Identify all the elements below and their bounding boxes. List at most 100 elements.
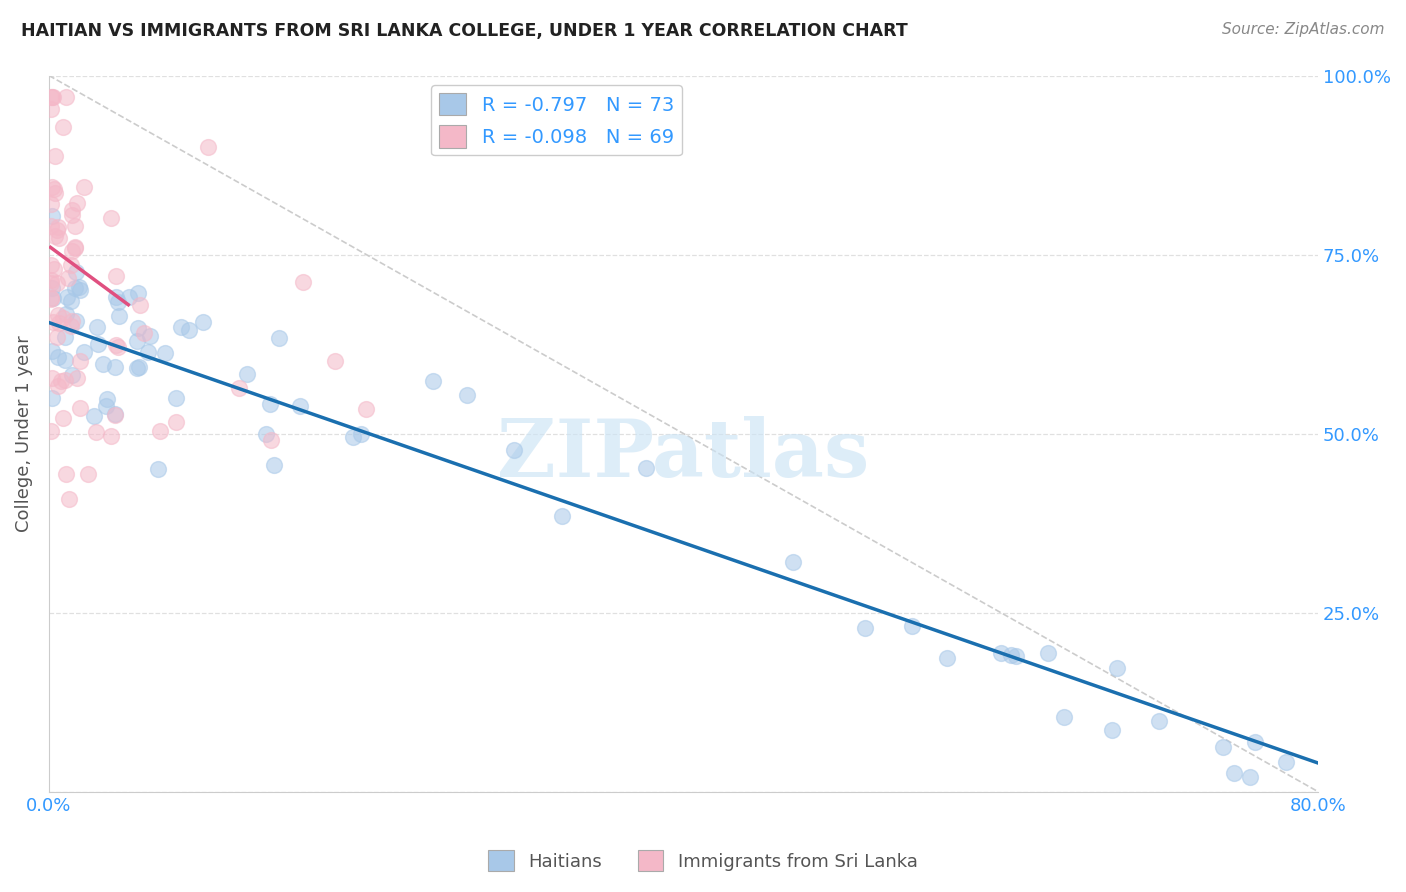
Point: [60, 202, 83, 217]
Point: [39, 90, 62, 104]
Point: [69, 284, 91, 298]
Point: [60, 208, 83, 222]
Point: [41, 343, 63, 358]
Point: [44, 229, 66, 244]
Point: [39, 276, 62, 290]
Point: [165, 391, 187, 405]
Point: [267, 331, 290, 345]
Point: [1239, 770, 1261, 784]
Legend: Haitians, Immigrants from Sri Lanka: Haitians, Immigrants from Sri Lanka: [481, 843, 925, 879]
Point: [128, 298, 150, 312]
Point: [1005, 649, 1028, 664]
Point: [503, 443, 526, 458]
Point: [134, 326, 156, 341]
Point: [1101, 723, 1123, 738]
Point: [46, 276, 69, 290]
Point: [41, 209, 63, 223]
Point: [39, 292, 62, 306]
Point: [550, 508, 572, 523]
Point: [52, 120, 75, 134]
Point: [100, 211, 122, 226]
Point: [39, 102, 62, 116]
Point: [83, 409, 105, 423]
Point: [636, 461, 658, 475]
Point: [853, 621, 876, 635]
Point: [153, 345, 176, 359]
Point: [104, 360, 127, 375]
Point: [55, 467, 77, 482]
Point: [55, 290, 77, 304]
Point: [39, 258, 62, 272]
Point: [107, 295, 129, 310]
Point: [42, 315, 65, 329]
Point: [228, 381, 250, 395]
Point: [104, 408, 127, 422]
Point: [259, 397, 281, 411]
Point: [356, 401, 378, 416]
Point: [87, 337, 110, 351]
Point: [48, 316, 70, 330]
Point: [1036, 646, 1059, 660]
Point: [69, 401, 91, 415]
Point: [104, 407, 127, 421]
Point: [291, 275, 314, 289]
Point: [44, 182, 66, 196]
Point: [1243, 735, 1265, 749]
Point: [254, 427, 277, 442]
Point: [260, 434, 283, 448]
Point: [55, 307, 77, 321]
Point: [1212, 740, 1234, 755]
Point: [53, 353, 76, 368]
Point: [1000, 648, 1022, 662]
Point: [46, 219, 69, 234]
Point: [128, 359, 150, 374]
Point: [41, 370, 63, 384]
Text: ZIPatlas: ZIPatlas: [498, 416, 870, 494]
Point: [41, 291, 63, 305]
Point: [39, 424, 62, 438]
Point: [39, 293, 62, 307]
Point: [53, 373, 76, 387]
Point: [55, 90, 77, 104]
Point: [73, 344, 96, 359]
Point: [41, 179, 63, 194]
Point: [59, 319, 82, 334]
Point: [46, 330, 69, 344]
Point: [65, 265, 87, 279]
Point: [86, 319, 108, 334]
Point: [1149, 714, 1171, 728]
Point: [60, 368, 83, 382]
Text: HAITIAN VS IMMIGRANTS FROM SRI LANKA COLLEGE, UNDER 1 YEAR CORRELATION CHART: HAITIAN VS IMMIGRANTS FROM SRI LANKA COL…: [21, 22, 908, 40]
Point: [350, 427, 373, 442]
Point: [235, 367, 257, 381]
Point: [127, 320, 149, 334]
Point: [52, 411, 75, 425]
Point: [117, 290, 139, 304]
Point: [782, 555, 804, 569]
Point: [52, 310, 75, 325]
Point: [41, 90, 63, 104]
Point: [935, 650, 957, 665]
Point: [58, 491, 80, 506]
Text: Source: ZipAtlas.com: Source: ZipAtlas.com: [1222, 22, 1385, 37]
Point: [1107, 661, 1129, 675]
Point: [41, 391, 63, 405]
Point: [127, 334, 149, 349]
Point: [66, 370, 89, 384]
Point: [96, 392, 118, 406]
Point: [138, 329, 160, 343]
Point: [60, 313, 83, 327]
Point: [1222, 766, 1244, 780]
Point: [149, 424, 172, 438]
Point: [42, 262, 65, 277]
Point: [197, 140, 219, 154]
Point: [901, 619, 924, 633]
Point: [39, 197, 62, 211]
Point: [41, 281, 63, 295]
Point: [60, 244, 83, 258]
Point: [48, 231, 70, 245]
Point: [170, 320, 193, 334]
Point: [990, 646, 1012, 660]
Point: [191, 315, 214, 329]
Point: [44, 148, 66, 162]
